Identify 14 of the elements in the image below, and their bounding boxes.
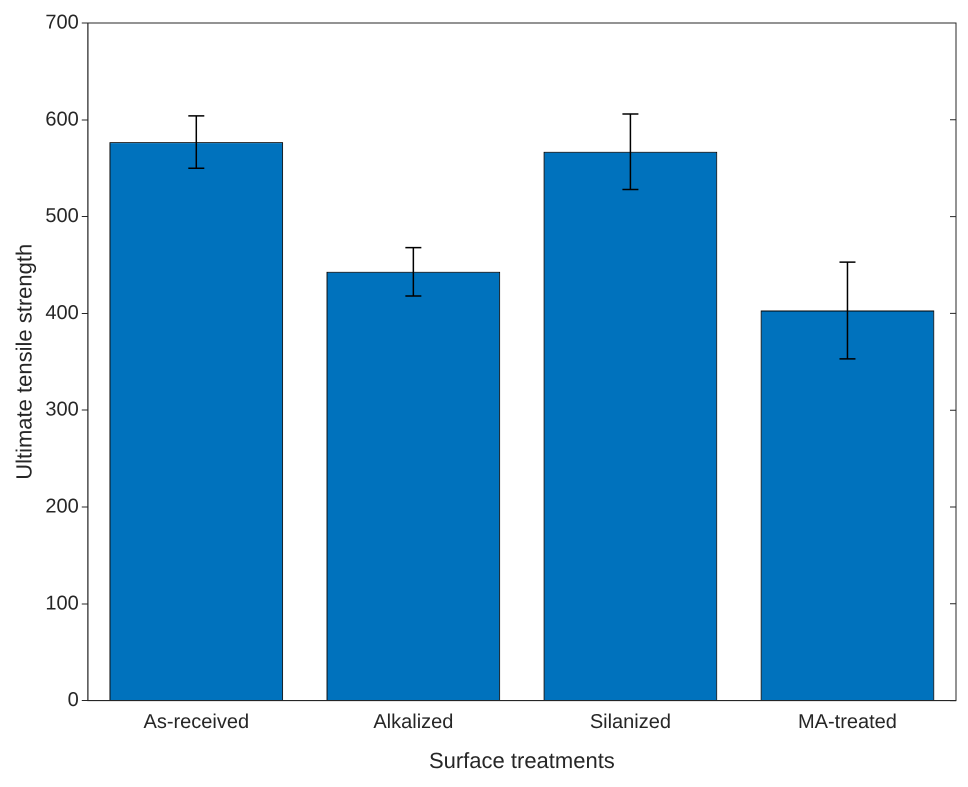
y-tick-label: 300: [45, 398, 79, 421]
y-tick-label: 700: [45, 12, 79, 34]
y-axis-title: Ultimate tensile strength: [11, 244, 36, 480]
x-tick-label: Silanized: [590, 711, 671, 734]
x-tick-label: MA-treated: [798, 711, 897, 734]
y-tick-label: 500: [45, 205, 79, 228]
x-tick-label: As-received: [143, 711, 250, 734]
y-tick-label: 0: [68, 689, 79, 712]
y-tick-label: 600: [45, 108, 79, 130]
x-tick-label: Alkalized: [373, 711, 454, 734]
y-tick-label: 100: [45, 592, 79, 614]
x-axis-title: Surface treatments: [428, 748, 615, 773]
y-tick-label: 400: [45, 302, 79, 324]
y-tick-label: 200: [45, 496, 79, 518]
